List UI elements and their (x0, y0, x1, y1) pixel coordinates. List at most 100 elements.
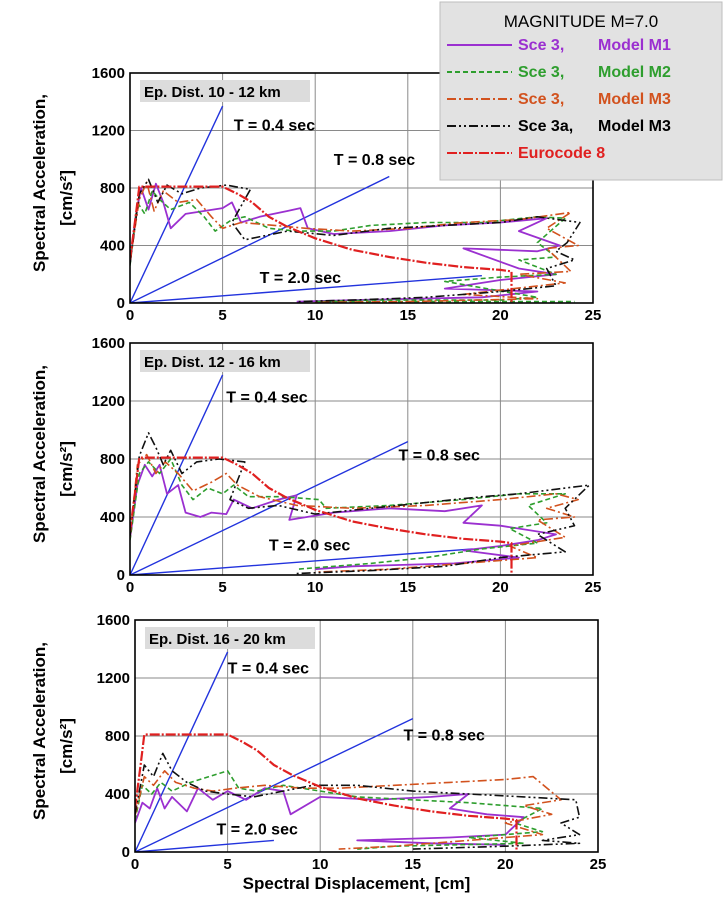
plot-area (130, 105, 581, 303)
y-tick-label: 1200 (97, 670, 130, 687)
legend-label-a: Sce 3a, (518, 118, 573, 135)
y-tick-label: 800 (100, 451, 125, 468)
x-tick-label: 15 (404, 856, 421, 873)
series-line-5 (130, 456, 513, 575)
x-tick-label: 25 (585, 307, 602, 324)
x-tick-label: 15 (399, 307, 416, 324)
series-line-1 (130, 182, 561, 303)
x-tick-label: 15 (399, 579, 416, 596)
x-tick-label: 20 (492, 307, 509, 324)
x-tick-label: 25 (590, 856, 607, 873)
y-tick-label: 0 (117, 567, 125, 584)
y-axis-label: Spectral Acceleration, (30, 94, 49, 272)
legend-label-b: Model M2 (598, 64, 671, 81)
series-line-1 (130, 463, 557, 571)
y-tick-label: 1600 (92, 65, 125, 82)
y-tick-label: 800 (105, 728, 130, 745)
y-tick-label: 1600 (97, 612, 130, 629)
period-line-T2.0 (135, 839, 274, 852)
series-line-1 (135, 787, 525, 846)
legend-title: MAGNITUDE M=7.0 (504, 12, 658, 31)
period-line-T0.8 (130, 440, 409, 575)
legend: MAGNITUDE M=7.0 Sce 3, Model M1 Sce 3, Model… (439, 1, 723, 181)
y-tick-label: 800 (100, 180, 125, 197)
plot-frame (134, 619, 599, 853)
y-tick-label: 1200 (92, 393, 125, 410)
period-line-T0.4 (130, 105, 224, 303)
panel-label: Ep. Dist. 10 - 12 km (144, 84, 281, 101)
period-line-T0.4 (135, 651, 229, 852)
panel-label-box (140, 80, 310, 102)
period-line-T2.0 (130, 548, 473, 575)
plot-area (130, 374, 591, 575)
x-tick-label: 5 (223, 856, 231, 873)
plot-area (135, 651, 581, 852)
period-annotation: T = 0.4 sec (226, 389, 307, 406)
series-line-3 (130, 181, 579, 303)
period-line-T0.8 (135, 717, 414, 852)
y-tick-label: 400 (100, 509, 125, 526)
x-tick-label: 5 (218, 307, 226, 324)
x-tick-label: 10 (307, 307, 324, 324)
x-tick-label: 25 (585, 579, 602, 596)
legend-box (439, 1, 723, 181)
plot-frame (129, 342, 594, 576)
period-annotation: T = 0.4 sec (228, 661, 309, 678)
period-annotation: T = 2.0 sec (269, 537, 350, 554)
y-tick-label: 1600 (92, 335, 125, 352)
period-line-T0.8 (130, 175, 390, 303)
x-tick-label: 0 (126, 579, 134, 596)
chart-panel-2: Ep. Dist. 12 - 16 km T = 0.4 sec T = 0.8 s… (30, 335, 601, 596)
legend-label-a: Sce 3, (518, 91, 564, 108)
legend-label-a: Sce 3, (518, 64, 564, 81)
legend-label-b: Model M3 (598, 118, 671, 135)
panel-label-box (140, 350, 310, 372)
x-tick-label: 10 (312, 856, 329, 873)
x-tick-label: 20 (492, 579, 509, 596)
plot-frame (129, 72, 594, 304)
y-tick-label: 1200 (92, 123, 125, 140)
series-line-3 (130, 453, 579, 573)
y-axis-unit: [cm/s²] (57, 170, 76, 226)
series-line-4 (130, 178, 581, 303)
series-line-5 (130, 185, 513, 303)
series-line-2 (130, 458, 566, 570)
series-line-5 (135, 733, 518, 852)
y-tick-label: 400 (100, 238, 125, 255)
chart-panel-1: Ep. Dist. 10 - 12 km T = 0.4 sec T = 0.8 s… (30, 65, 601, 324)
x-tick-label: 5 (218, 579, 226, 596)
x-tick-label: 10 (307, 579, 324, 596)
legend-label-a: Eurocode 8 (518, 145, 605, 162)
period-annotation: T = 0.8 sec (404, 727, 485, 744)
panel-label: Ep. Dist. 12 - 16 km (144, 354, 281, 371)
legend-label-b: Model M1 (598, 37, 671, 54)
y-axis-label: Spectral Acceleration, (30, 365, 49, 543)
panel-label-box (145, 627, 315, 649)
y-axis-unit: [cm/s²] (57, 718, 76, 774)
period-annotation: T = 2.0 sec (260, 270, 341, 287)
x-tick-label: 0 (131, 856, 139, 873)
chart-panel-3: Ep. Dist. 16 - 20 km T = 0.4 sec T = 0.8 s… (30, 612, 606, 893)
series-line-3 (135, 770, 562, 850)
period-annotation: T = 0.8 sec (334, 152, 415, 169)
period-annotation: T = 0.4 sec (234, 118, 315, 135)
x-axis-label: Spectral Displacement, [cm] (243, 874, 471, 893)
period-annotation: T = 0.8 sec (399, 447, 480, 464)
series-line-2 (130, 190, 575, 303)
x-tick-label: 0 (126, 307, 134, 324)
series-line-4 (130, 432, 591, 575)
legend-label-a: Sce 3, (518, 37, 564, 54)
series-line-2 (135, 770, 544, 850)
period-line-T0.4 (130, 374, 224, 575)
y-tick-label: 400 (105, 786, 130, 803)
y-axis-unit: [cm/s²] (57, 441, 76, 497)
period-line-T2.0 (130, 274, 482, 303)
period-annotation: T = 2.0 sec (216, 822, 297, 839)
legend-label-b: Model M3 (598, 91, 671, 108)
y-axis-label: Spectral Acceleration, (30, 642, 49, 820)
x-tick-label: 20 (497, 856, 514, 873)
panel-label: Ep. Dist. 16 - 20 km (149, 631, 286, 648)
y-tick-label: 0 (122, 844, 130, 861)
y-tick-label: 0 (117, 295, 125, 312)
